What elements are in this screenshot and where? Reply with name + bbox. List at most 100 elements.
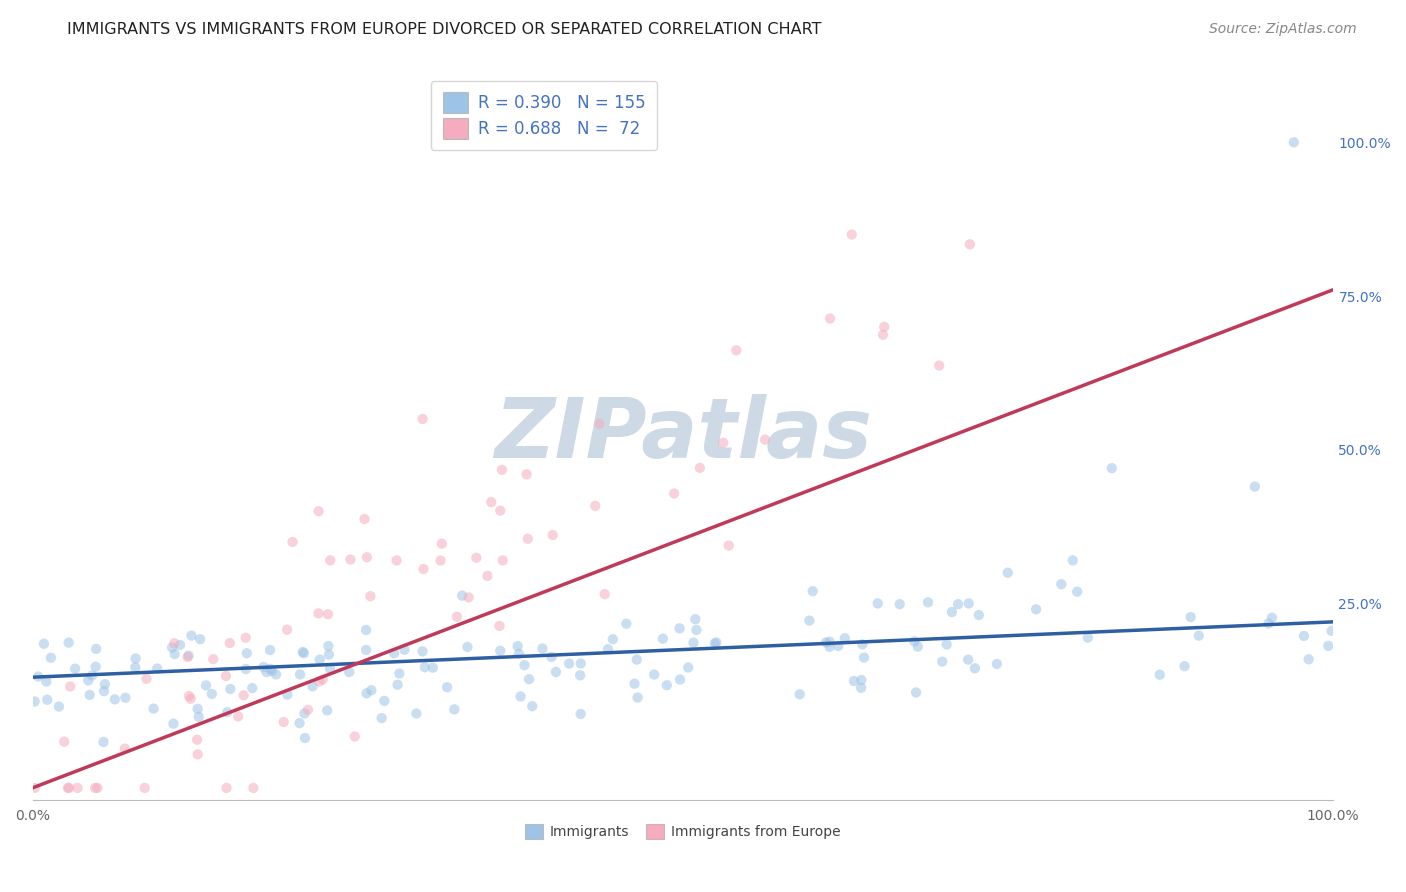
Point	[186, 732, 208, 747]
Point	[235, 631, 257, 645]
Point	[834, 631, 856, 645]
Point	[935, 637, 957, 651]
Point	[717, 539, 740, 553]
Point	[957, 596, 980, 610]
Point	[907, 640, 929, 654]
Point	[851, 673, 873, 687]
Point	[967, 608, 990, 623]
Point	[259, 662, 281, 676]
Point	[59, 680, 82, 694]
Point	[354, 623, 377, 637]
Point	[789, 687, 811, 701]
Point	[256, 665, 278, 679]
Point	[308, 607, 330, 621]
Point	[188, 632, 211, 647]
Point	[614, 616, 637, 631]
Point	[252, 660, 274, 674]
Point	[430, 537, 453, 551]
Point	[176, 650, 198, 665]
Point	[814, 635, 837, 649]
Point	[163, 636, 186, 650]
Point	[308, 652, 330, 666]
Point	[177, 689, 200, 703]
Point	[623, 676, 645, 690]
Point	[235, 662, 257, 676]
Point	[957, 653, 980, 667]
Point	[436, 680, 458, 694]
Point	[818, 640, 841, 654]
Point	[339, 552, 361, 566]
Point	[114, 690, 136, 705]
Point	[583, 499, 606, 513]
Point	[569, 706, 592, 721]
Point	[852, 650, 875, 665]
Point	[316, 607, 339, 622]
Point	[93, 684, 115, 698]
Point	[276, 688, 298, 702]
Point	[959, 237, 981, 252]
Point	[260, 664, 283, 678]
Point	[662, 486, 685, 500]
Point	[337, 665, 360, 679]
Point	[387, 678, 409, 692]
Point	[1062, 553, 1084, 567]
Point	[359, 589, 381, 603]
Point	[489, 503, 512, 517]
Point	[134, 780, 156, 795]
Point	[1188, 629, 1211, 643]
Point	[1149, 667, 1171, 681]
Point	[842, 673, 865, 688]
Point	[94, 677, 117, 691]
Point	[917, 595, 939, 609]
Point	[725, 343, 748, 358]
Point	[685, 612, 707, 626]
Point	[294, 731, 316, 745]
Point	[195, 678, 218, 692]
Point	[903, 634, 925, 648]
Point	[292, 646, 315, 660]
Point	[1173, 659, 1195, 673]
Point	[593, 587, 616, 601]
Point	[626, 652, 648, 666]
Text: IMMIGRANTS VS IMMIGRANTS FROM EUROPE DIVORCED OR SEPARATED CORRELATION CHART: IMMIGRANTS VS IMMIGRANTS FROM EUROPE DIV…	[67, 22, 823, 37]
Point	[477, 569, 499, 583]
Point	[187, 710, 209, 724]
Point	[35, 674, 58, 689]
Point	[187, 747, 209, 762]
Point	[146, 661, 169, 675]
Point	[84, 659, 107, 673]
Point	[1243, 480, 1265, 494]
Point	[319, 553, 342, 567]
Point	[1257, 616, 1279, 631]
Point	[215, 669, 238, 683]
Point	[1282, 136, 1305, 150]
Point	[413, 660, 436, 674]
Point	[508, 647, 530, 661]
Point	[169, 638, 191, 652]
Point	[541, 528, 564, 542]
Point	[273, 714, 295, 729]
Point	[443, 702, 465, 716]
Point	[281, 535, 304, 549]
Point	[422, 660, 444, 674]
Point	[163, 647, 186, 661]
Point	[531, 641, 554, 656]
Point	[1317, 639, 1340, 653]
Point	[360, 683, 382, 698]
Point	[558, 657, 581, 671]
Point	[37, 692, 59, 706]
Point	[799, 614, 821, 628]
Point	[202, 652, 225, 666]
Point	[489, 644, 512, 658]
Point	[457, 591, 479, 605]
Point	[77, 673, 100, 688]
Point	[818, 311, 841, 326]
Point	[353, 512, 375, 526]
Point	[316, 703, 339, 717]
Point	[928, 359, 950, 373]
Point	[294, 706, 316, 721]
Point	[177, 648, 200, 663]
Point	[905, 685, 928, 699]
Point	[596, 642, 619, 657]
Point	[818, 634, 841, 648]
